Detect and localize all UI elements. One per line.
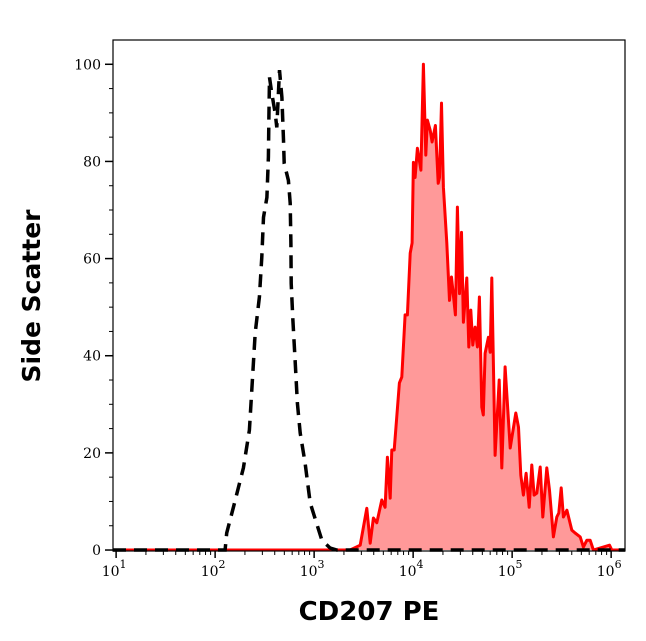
x-tick-base: 10 — [201, 564, 219, 580]
x-tick-exponent: 1 — [120, 558, 127, 571]
x-tick-label: 103 — [300, 558, 325, 580]
cd207-pe-histogram-line — [113, 62, 625, 552]
x-axis-title: CD207 PE — [299, 597, 440, 627]
x-tick-exponent: 2 — [219, 558, 226, 571]
x-tick-base: 10 — [399, 564, 417, 580]
x-tick-base: 10 — [498, 564, 516, 580]
y-axis-title: Side Scatter — [17, 209, 46, 383]
x-tick-base: 10 — [597, 564, 615, 580]
x-tick-label: 106 — [597, 558, 622, 580]
x-tick-exponent: 6 — [615, 558, 622, 571]
x-tick-label: 105 — [498, 558, 523, 580]
y-tick-label: 60 — [83, 252, 101, 268]
x-tick-label: 104 — [399, 558, 424, 580]
y-tick-label: 20 — [83, 446, 101, 462]
x-tick-label: 101 — [102, 558, 127, 580]
y-tick-label: 0 — [92, 543, 101, 559]
x-tick-base: 10 — [102, 564, 120, 580]
y-tick-label: 40 — [83, 349, 101, 365]
x-tick-base: 10 — [300, 564, 318, 580]
y-tick-label: 80 — [83, 154, 101, 170]
x-tick-label: 102 — [201, 558, 226, 580]
x-tick-exponent: 4 — [417, 558, 424, 571]
x-tick-exponent: 5 — [516, 558, 523, 571]
series-layer — [113, 62, 625, 552]
y-tick-label: 100 — [74, 57, 101, 73]
plot-frame — [112, 39, 626, 552]
x-tick-exponent: 3 — [318, 558, 325, 571]
